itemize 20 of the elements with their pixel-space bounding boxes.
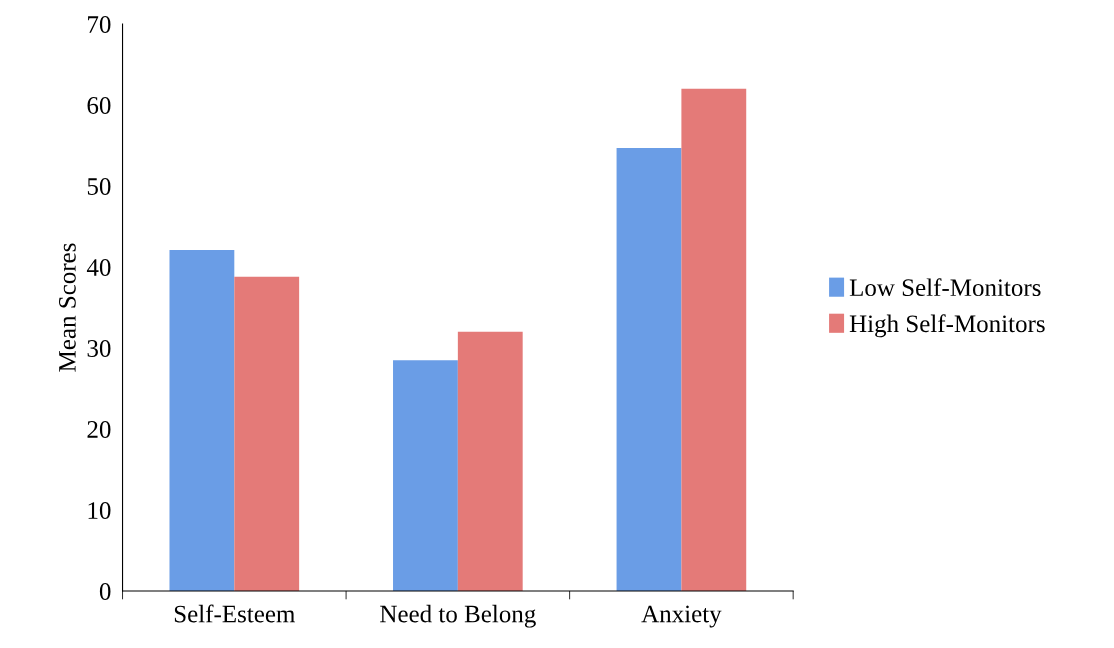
y-tick-label: 60 xyxy=(87,97,111,114)
y-tick-label: 40 xyxy=(86,259,111,276)
bar xyxy=(616,147,682,591)
y-tick-label: 30 xyxy=(87,340,111,357)
bar xyxy=(169,249,235,591)
x-tick-label: Self-Esteem xyxy=(174,604,296,623)
legend-label: Low Self-Monitors xyxy=(849,278,1041,297)
legend-label: High Self-Monitors xyxy=(849,314,1045,338)
x-tick-label: Need to Belong xyxy=(380,604,536,628)
x-tick-label: Anxiety xyxy=(641,605,722,628)
bar xyxy=(457,331,523,591)
bar xyxy=(681,88,747,591)
bar xyxy=(234,276,300,591)
y-axis-title: Mean Scores xyxy=(58,243,76,372)
y-tick-label: 70 xyxy=(88,16,111,33)
y-tick-label: 0 xyxy=(99,583,111,600)
bar xyxy=(393,360,458,591)
y-tick-label: 10 xyxy=(88,502,111,519)
y-tick-label: 50 xyxy=(87,178,111,195)
y-tick-label: 20 xyxy=(87,421,111,438)
